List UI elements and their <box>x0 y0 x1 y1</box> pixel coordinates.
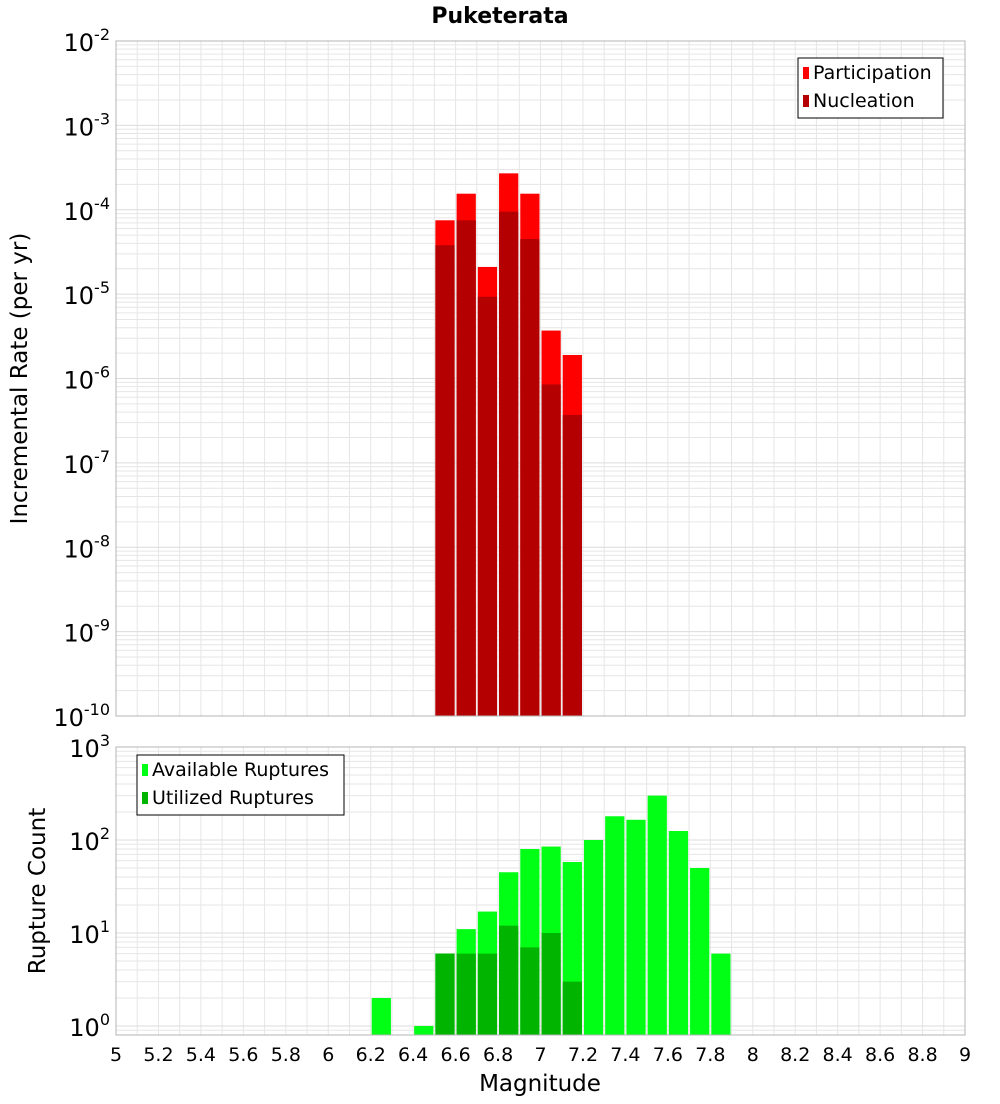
panel2-x-tick-label: 6.2 <box>356 1044 386 1066</box>
panel2-bar-a <box>583 839 604 1035</box>
panel2-x-tick-label: 9 <box>959 1044 971 1066</box>
panel2-bar-a <box>711 953 731 1035</box>
panel2-x-tick-label: 6 <box>322 1044 334 1066</box>
panel1-y-tick-label: 10-3 <box>64 109 111 141</box>
x-axis-label: Magnitude <box>479 1071 601 1097</box>
panel1-y-tick-label: 10-5 <box>64 278 111 310</box>
panel1-bar-b <box>435 245 455 717</box>
panel2-x-tick-label: 5.4 <box>186 1044 216 1066</box>
panel2-x-tick-label: 7.2 <box>568 1044 598 1066</box>
panel2-bar-a <box>605 816 625 1035</box>
panel1-bar-b <box>499 211 519 716</box>
panel2-y-axis-label: Rupture Count <box>25 808 51 974</box>
panel1-legend-label: Participation <box>813 62 932 84</box>
panel2-bar-b <box>520 947 540 1035</box>
panel2-bar-b <box>477 953 498 1035</box>
panel1-y-tick-label: 10-10 <box>53 700 110 732</box>
panel2-bar-b <box>456 953 476 1035</box>
panel2-legend: Available Ruptures Utilized Ruptures <box>136 754 345 816</box>
panel2-x-tick-label: 7.8 <box>695 1044 725 1066</box>
panel2-plot-border <box>115 746 966 1036</box>
panel2-y-tick-label: 103 <box>69 731 110 763</box>
panel2-x-tick-label: 6.4 <box>398 1044 428 1066</box>
panel2-bar-b <box>435 953 455 1035</box>
panel2-x-tick-label: 8.8 <box>907 1044 937 1066</box>
panel2-x-tick-label: 8.6 <box>865 1044 895 1066</box>
panel2-x-tick-label: 8.4 <box>823 1044 853 1066</box>
panel1-plot-border <box>115 40 966 717</box>
panel1-legend-label: Nucleation <box>813 90 915 112</box>
panel2-bar-a <box>371 997 391 1035</box>
panel1-bar-b <box>541 384 561 716</box>
panel2-x-tick-label: 6.6 <box>440 1044 470 1066</box>
panel2-x-tick-label: 5.2 <box>143 1044 173 1066</box>
panel2-x-tick-label: 7.6 <box>653 1044 683 1066</box>
panel1-y-tick-label: 10-2 <box>64 25 111 57</box>
panel2-legend-label: Utilized Ruptures <box>152 787 314 809</box>
panel2-x-tick-label: 8 <box>747 1044 759 1066</box>
panel2-legend-swatch <box>142 792 148 804</box>
panel2-legend-swatch <box>142 764 148 776</box>
panel2-x-tick-label: 5.8 <box>271 1044 301 1066</box>
panel2-x-tick-label: 8.2 <box>780 1044 810 1066</box>
panel2-legend-label: Available Ruptures <box>152 759 329 781</box>
panel2-x-tick-label: 5.6 <box>228 1044 258 1066</box>
panel2-bar-b <box>499 925 519 1035</box>
panel1-bar-b <box>456 220 476 717</box>
panel2-bar-a <box>647 795 667 1035</box>
panel1-bar-b <box>477 296 498 716</box>
panel1-legend: Participation Nucleation <box>797 57 944 119</box>
panel2-x-tick-label: 6.8 <box>483 1044 513 1066</box>
panel1-bar-b <box>562 414 582 716</box>
panel1-plot: 10-10 10-9 10-8 10-7 10-6 10-5 10-4 10-3 10-2 Inc… <box>7 25 966 732</box>
panel2-bar-a <box>668 830 689 1035</box>
panel1-y-tick-label: 10-9 <box>64 616 111 648</box>
panel1-y-tick-label: 10-7 <box>64 447 111 479</box>
panel2-x-tick-label: 7 <box>534 1044 546 1066</box>
panel2-bar-a <box>414 1025 434 1035</box>
panel2-x-tick-label: 7.4 <box>610 1044 640 1066</box>
panel2-x-tick-label: 5 <box>110 1044 122 1066</box>
chart-title: Puketerata <box>431 4 568 29</box>
panel2-y-tick-label: 101 <box>69 917 110 949</box>
panel1-y-axis-label: Incremental Rate (per yr) <box>7 233 33 525</box>
panel1-legend-swatch <box>803 95 809 107</box>
panel2-y-tick-label: 100 <box>69 1010 110 1042</box>
panel1-y-tick-label: 10-6 <box>64 363 111 395</box>
panel2-y-tick-label: 102 <box>69 824 110 856</box>
panel2-bar-b <box>562 981 582 1035</box>
panel1-y-tick-label: 10-4 <box>64 194 111 226</box>
panel2-bar-a <box>690 867 710 1035</box>
panel2-legend-box <box>136 754 345 816</box>
panel1-y-tick-label: 10-8 <box>64 531 111 563</box>
panel1-legend-swatch <box>803 67 809 79</box>
panel2-bar-b <box>541 932 561 1035</box>
panel1-bar-b <box>520 239 540 716</box>
panel1-legend-box <box>797 57 944 119</box>
panel2-bar-a <box>626 819 646 1035</box>
